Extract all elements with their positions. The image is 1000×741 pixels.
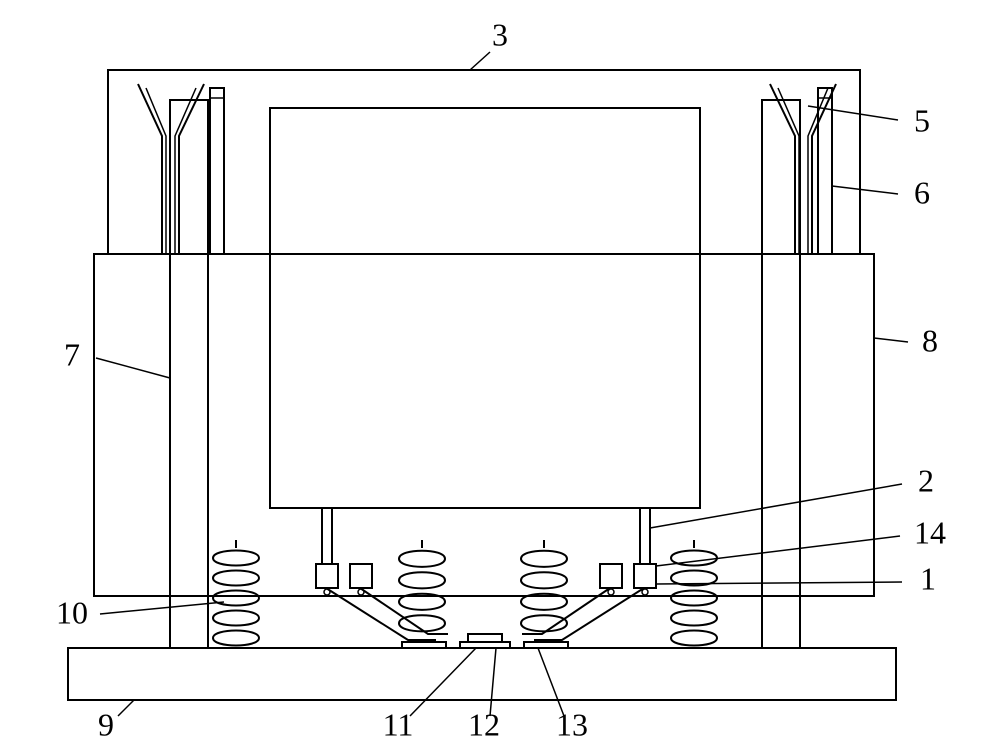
callout-label-7: 7: [64, 336, 80, 372]
callout-line-1: [656, 582, 902, 584]
base-plate: [68, 648, 896, 700]
small-block-left_outer: [316, 564, 338, 588]
callout-line-10: [100, 602, 224, 614]
side-channel-right: [818, 88, 832, 254]
outer-body-lower: [94, 254, 874, 596]
technical-drawing: 3 5 6 8 2 14 1 7 10 9 11 12 13: [0, 0, 1000, 741]
callout-line-7: [96, 358, 170, 378]
spring-3: [671, 540, 717, 646]
callout-label-8: 8: [922, 322, 938, 358]
callout-line-3: [470, 52, 490, 70]
callout-label-12: 12: [468, 706, 500, 741]
inner-block: [270, 108, 700, 508]
small-block-right_outer: [634, 564, 656, 588]
callout-label-13: 13: [556, 706, 588, 741]
callout-line-8: [874, 338, 908, 342]
callout-line-9: [118, 700, 134, 716]
callout-label-10: 10: [56, 594, 88, 630]
callout-label-2: 2: [918, 462, 934, 498]
spring-0: [213, 540, 259, 646]
callout-line-5: [808, 106, 898, 120]
callout-line-2: [650, 484, 902, 528]
side-pad-right: [524, 642, 568, 648]
small-block-right_inner: [600, 564, 622, 588]
callout-line-11: [410, 648, 476, 716]
callout-label-11: 11: [383, 706, 414, 741]
callout-label-6: 6: [914, 174, 930, 210]
callout-label-9: 9: [98, 706, 114, 741]
side-pad-left: [402, 642, 446, 648]
nub-right_outer: [642, 589, 648, 595]
spring-2: [521, 540, 567, 631]
funnel-right-outer-l: [770, 84, 795, 254]
center-pad-top: [468, 634, 502, 642]
callout-label-14: 14: [914, 514, 946, 550]
callout-label-3: 3: [492, 16, 508, 52]
funnel-left-outer-l: [138, 84, 162, 254]
callout-line-6: [832, 186, 898, 194]
small-block-left_inner: [350, 564, 372, 588]
center-pad-bottom: [460, 642, 510, 648]
callout-label-5: 5: [914, 102, 930, 138]
spring-1: [399, 540, 445, 631]
side-channel-left: [210, 88, 224, 254]
funnel-left-outer-r: [179, 84, 204, 254]
callout-label-1: 1: [920, 560, 936, 596]
